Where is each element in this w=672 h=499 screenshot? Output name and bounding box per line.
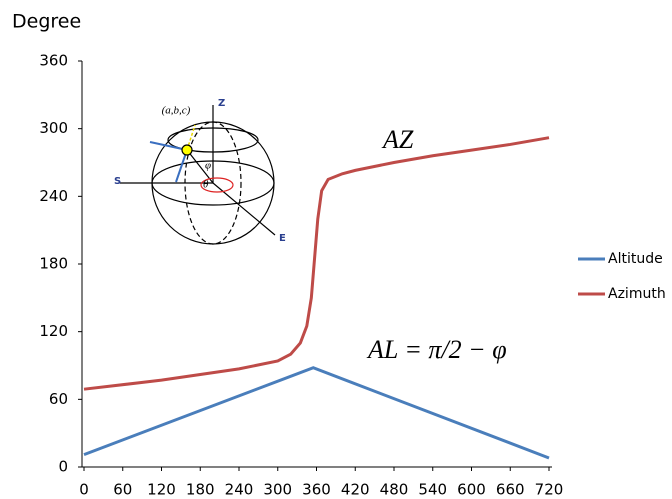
inset-label: Z	[218, 98, 225, 109]
inset-label: E	[279, 233, 286, 244]
x-tick-label: 120	[147, 481, 176, 499]
annotation: AZ	[381, 125, 414, 154]
x-tick-label: 600	[457, 481, 486, 499]
y-tick-label: 0	[58, 458, 68, 476]
inset-sphere	[120, 105, 275, 244]
inset-label: θ	[203, 179, 209, 191]
x-tick-label: 360	[302, 481, 331, 499]
x-tick-label: 180	[186, 481, 215, 499]
x-tick-label: 480	[380, 481, 409, 499]
x-tick-label: 60	[113, 481, 132, 499]
y-tick-label: 180	[39, 255, 68, 273]
chart: Degree (a,b,c) Z S E φ θ AZ AL = π/2 − φ…	[0, 0, 672, 499]
x-tick-label: 420	[341, 481, 370, 499]
y-tick-label: 240	[39, 187, 68, 205]
y-tick-label: 300	[39, 119, 68, 137]
inset-label: (a,b,c)	[162, 105, 191, 117]
x-tick-label: 540	[418, 481, 447, 499]
y-tick-label: 60	[49, 390, 68, 408]
x-tick-label: 660	[496, 481, 525, 499]
y-tick-label: 120	[39, 322, 68, 340]
inset-label: φ	[205, 160, 211, 172]
y-tick-label: 360	[39, 52, 68, 70]
legend-label: Azimuth	[608, 286, 666, 302]
x-tick-label: 0	[79, 481, 89, 499]
legend-label: Altitude	[608, 251, 663, 267]
x-tick-label: 720	[535, 481, 564, 499]
x-tick-label: 240	[225, 481, 254, 499]
x-tick-label: 300	[263, 481, 292, 499]
chart-title: Degree	[12, 11, 81, 33]
inset-label: S	[114, 176, 121, 187]
annotation: AL = π/2 − φ	[366, 335, 507, 364]
